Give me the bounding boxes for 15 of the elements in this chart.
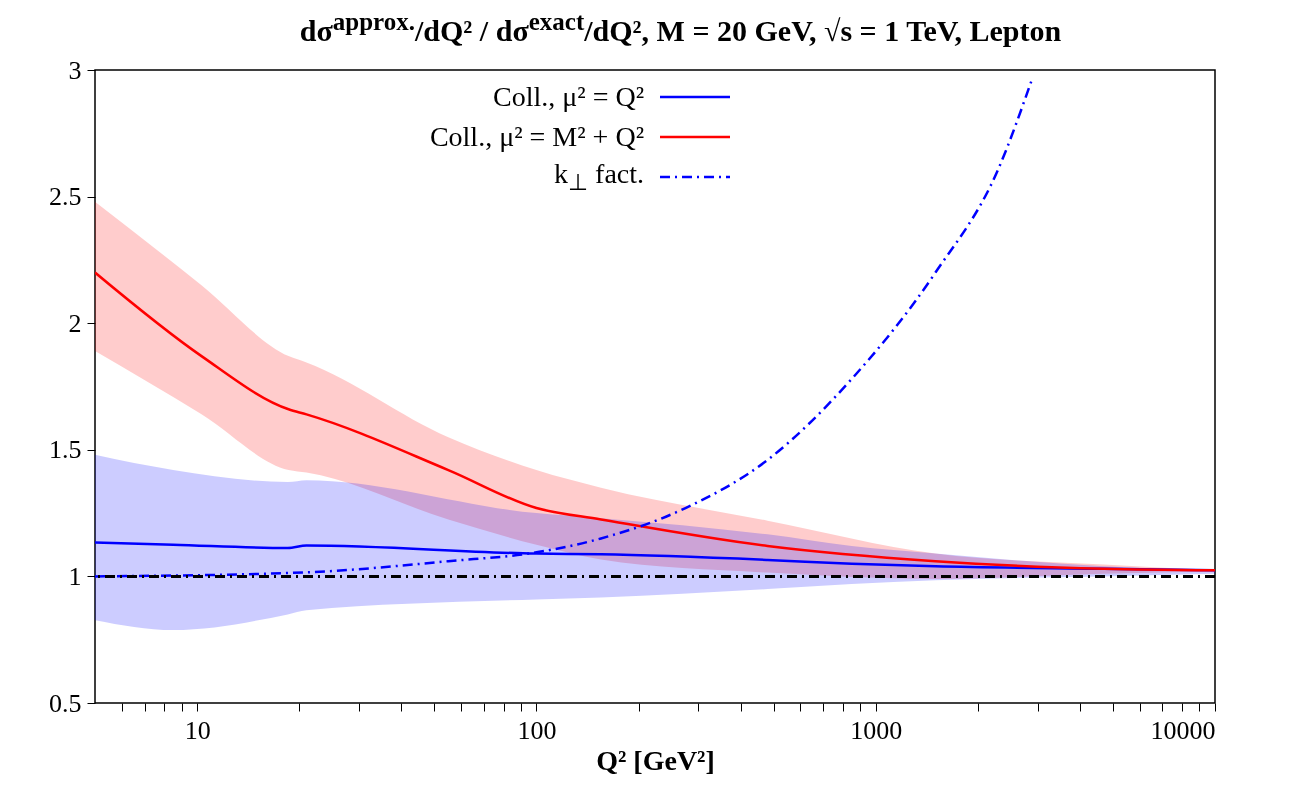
y-tick-label: 0.5 xyxy=(49,688,82,718)
chart-title: dσ$^{approx.}$/dQ² / dσ$^{exact}$/dQ², M = 20 GeV, √s = 1 TeV, Lepton xyxy=(298,7,1063,49)
y-tick-label: 2.5 xyxy=(49,182,82,212)
x-tick-label: 1000 xyxy=(850,715,903,745)
y-tick-label: 2 xyxy=(68,308,82,338)
x-tick-label: 10000 xyxy=(1150,715,1216,745)
legend-label: Coll., μ² = Q² xyxy=(492,81,645,113)
y-tick-label: 3 xyxy=(68,55,82,85)
x-tick-label: 10 xyxy=(184,715,211,745)
y-tick-label: 1.5 xyxy=(49,435,82,465)
x-tick-label: 100 xyxy=(517,715,557,745)
legend-label: Coll., μ² = M² + Q² xyxy=(429,121,645,153)
x-axis-title: Q² [GeV²] xyxy=(596,744,715,776)
legend-label: k$_{⊥}$ fact. xyxy=(554,158,645,196)
y-tick-label: 1 xyxy=(68,561,82,591)
